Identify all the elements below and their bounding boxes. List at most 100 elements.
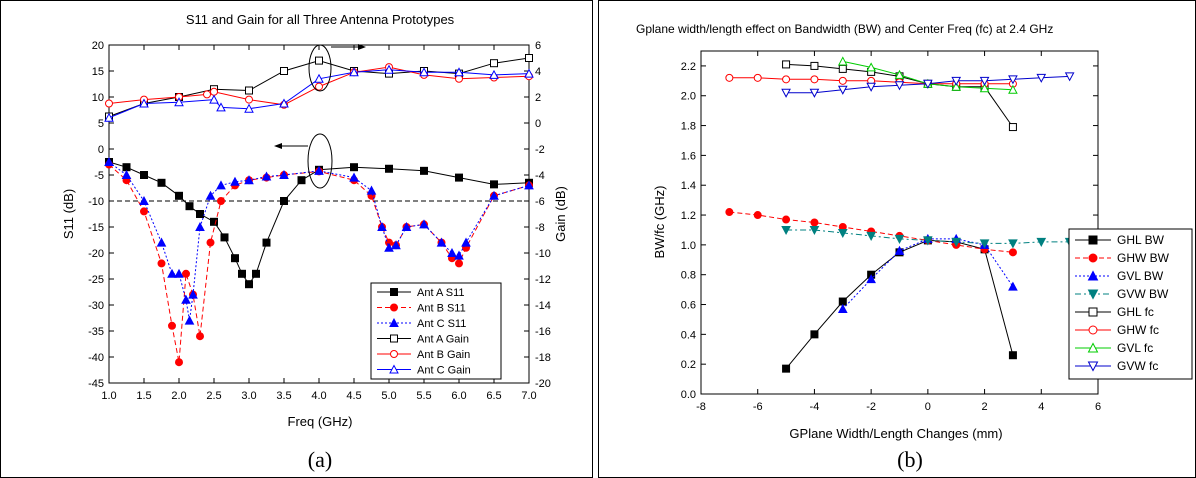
data-point: [979, 83, 990, 93]
y-tick-label: -15: [88, 222, 104, 234]
data-point: [1008, 351, 1017, 360]
data-point: [1008, 84, 1018, 94]
data-point: [461, 237, 471, 247]
chart-b-ylabel: BW/fc (GHz): [652, 186, 667, 259]
data-point: [782, 75, 791, 84]
x-tick-label: 4.5: [346, 390, 361, 402]
x-tick-label: 1.0: [101, 390, 116, 402]
x-tick-label: 6.5: [486, 390, 501, 402]
x-tick-label: -8: [696, 401, 706, 413]
data-point: [420, 166, 428, 175]
legend-label: GVL BW: [1117, 269, 1164, 283]
data-point: [781, 225, 791, 236]
legend-entry: Ant A S11: [377, 287, 465, 299]
x-tick-label: 5.0: [381, 390, 396, 402]
data-point: [279, 169, 289, 179]
y2-tick-label: -2: [535, 144, 545, 156]
series-gvl-bw: [837, 233, 1018, 313]
y-tick-label: 0.4: [681, 329, 696, 341]
y-tick-label: 0.0: [681, 389, 696, 401]
data-point: [220, 233, 229, 242]
legend-entry: GHW BW: [1075, 251, 1170, 265]
data-point: [1036, 73, 1047, 83]
data-point: [206, 238, 215, 247]
data-point: [157, 259, 166, 268]
y-tick-label: 1.2: [681, 210, 696, 222]
data-point: [401, 221, 412, 231]
data-point: [782, 60, 791, 69]
legend-label: GHW fc: [1117, 323, 1159, 337]
x-tick-label: -2: [866, 401, 876, 413]
data-point: [525, 54, 533, 62]
x-tick-label: 4.0: [311, 390, 326, 402]
data-point: [216, 180, 226, 190]
legend-swatch-marker: [390, 288, 398, 296]
legend-swatch-marker: [1088, 325, 1098, 335]
x-tick-label: 2.0: [171, 390, 186, 402]
data-point: [894, 245, 905, 255]
data-point: [809, 88, 820, 98]
data-point: [782, 215, 791, 224]
chart-a-annotations: [274, 44, 366, 189]
data-point: [122, 163, 131, 172]
data-point: [196, 332, 204, 341]
series-line: [108, 69, 530, 119]
chart-a: S11 and Gain for all Three Antenna Proto…: [61, 12, 568, 472]
y-tick-label: -40: [88, 352, 104, 364]
data-point: [175, 191, 183, 200]
data-point: [205, 190, 216, 200]
data-point: [923, 79, 933, 89]
data-point: [315, 82, 323, 91]
data-point: [979, 76, 990, 86]
data-point: [490, 180, 498, 189]
x-tick-label: 6.0: [451, 390, 466, 402]
data-point: [753, 211, 762, 220]
y2-tick-label: 4: [535, 66, 541, 78]
data-point: [156, 237, 167, 247]
legend-label: Ant A Gain: [417, 334, 469, 346]
legend-entry: GVL BW: [1075, 269, 1164, 283]
legend-swatch-marker: [390, 350, 398, 358]
data-point: [196, 210, 204, 218]
legend-entry: GVL fc: [1075, 341, 1153, 355]
data-point: [1064, 72, 1075, 82]
data-point: [436, 237, 447, 247]
legend-label: Ant B S11: [417, 303, 466, 315]
data-point: [188, 289, 198, 299]
data-point: [209, 94, 219, 104]
series-gvw-bw: [781, 225, 1075, 249]
s11-arrow-head: [274, 143, 282, 149]
legend-entry: Ant C S11: [377, 317, 466, 330]
y2-tick-label: -8: [535, 222, 545, 234]
x-tick-label: 5.5: [416, 390, 431, 402]
data-point: [181, 294, 191, 304]
data-point: [104, 112, 114, 122]
data-point: [315, 56, 323, 65]
y-tick-label: -30: [88, 300, 104, 312]
series-ant-c-gain: [104, 64, 534, 122]
data-point: [195, 221, 205, 231]
data-point: [489, 190, 499, 200]
data-point: [385, 164, 393, 173]
y2-tick-label: -10: [535, 248, 551, 260]
legend-swatch-marker: [1088, 253, 1098, 263]
data-point: [384, 64, 394, 74]
data-point: [454, 67, 464, 77]
data-point: [174, 97, 184, 107]
data-point: [157, 178, 166, 187]
data-point: [951, 81, 962, 91]
data-point: [245, 86, 253, 95]
y-tick-label: 1.8: [681, 121, 696, 133]
legend-label: GHW BW: [1117, 251, 1170, 265]
x-tick-label: 7.0: [521, 390, 536, 402]
data-point: [314, 73, 324, 83]
legend-entry: Ant B S11: [377, 303, 466, 315]
chart-a-y2label: Gain (dB): [553, 186, 568, 242]
legend-label: GVW BW: [1117, 287, 1169, 301]
data-point: [455, 259, 463, 268]
y2-tick-label: -6: [535, 196, 545, 208]
data-point: [419, 67, 429, 77]
legend-entry: Ant C Gain: [377, 364, 471, 377]
data-point: [837, 303, 848, 313]
data-point: [894, 69, 905, 79]
